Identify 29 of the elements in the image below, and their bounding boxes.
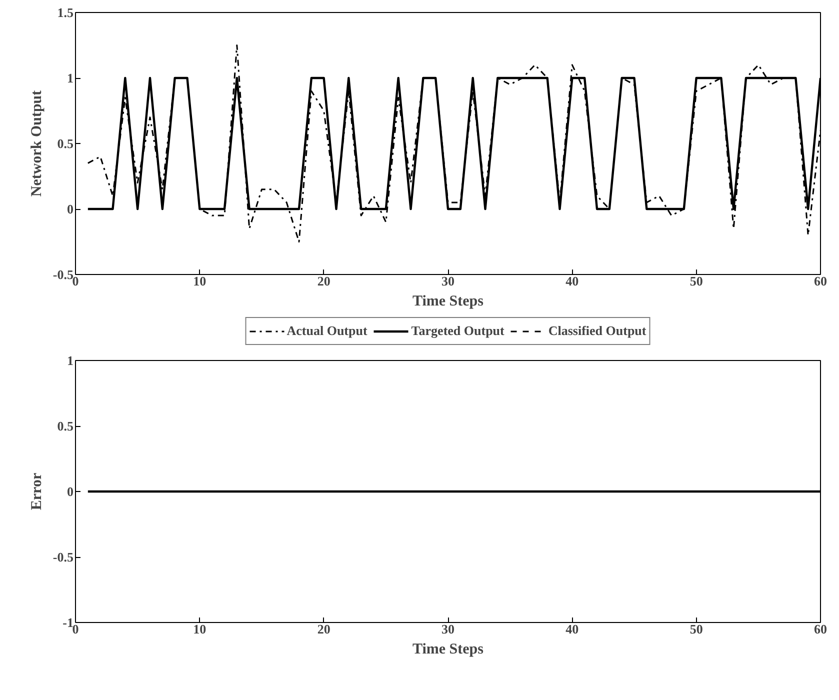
x-tick-label: 20: [317, 622, 330, 636]
x-tick-label: 40: [566, 622, 579, 636]
legend-label: Actual Output: [286, 323, 368, 339]
x-tick-label: 20: [317, 274, 330, 288]
y-tick-label: 0.5: [57, 136, 74, 151]
y-tick-label: 1.5: [57, 5, 74, 20]
y-tick-label: 1: [67, 353, 74, 368]
y-tick-label: -0.5: [52, 550, 74, 564]
x-tick-label: 30: [442, 622, 454, 636]
legend-label: Targeted Output: [411, 323, 504, 339]
y-tick-label: 0: [67, 484, 74, 499]
x-tick-label: 50: [690, 274, 703, 288]
x-axis-title: Time Steps: [412, 294, 484, 310]
y-tick-label: 1: [67, 70, 74, 86]
y-tick-label: 0.5: [57, 418, 74, 434]
y-axis-title: Network Output: [28, 90, 45, 197]
x-tick-label: 60: [814, 622, 827, 636]
y-tick-label: -0.5: [52, 267, 74, 282]
x-tick-label: 50: [690, 622, 703, 636]
x-tick-label: 10: [193, 622, 206, 636]
y-axis-title: Error: [28, 472, 45, 510]
x-axis-title: Time Steps: [412, 642, 484, 658]
y-tick-label: -1: [62, 615, 74, 630]
x-tick-label: 40: [566, 274, 579, 288]
y-tick-label: 0: [67, 202, 74, 216]
x-tick-label: 10: [193, 274, 206, 288]
legend-label: Classified Output: [548, 323, 646, 339]
x-tick-label: 30: [442, 274, 454, 288]
x-tick-label: 60: [814, 274, 827, 288]
